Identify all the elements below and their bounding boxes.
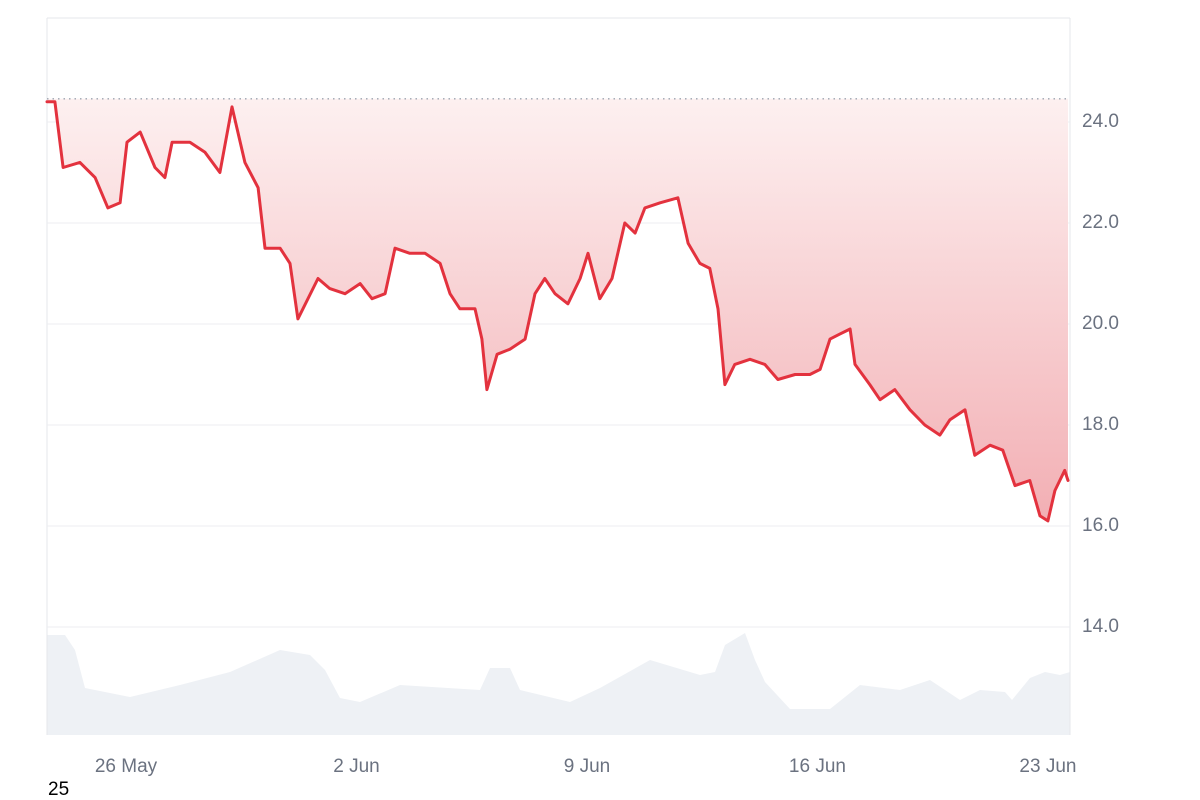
y-tick-label: 14.0: [1082, 616, 1119, 637]
x-tick-label: 16 Jun: [789, 756, 846, 777]
x-tick-label: 23 Jun: [1019, 756, 1076, 777]
y-tick-label: 24.0: [1082, 111, 1119, 132]
y-tick-label: 16.0: [1082, 515, 1119, 536]
x-tick-label: 26 May: [95, 756, 158, 777]
corner-label: 25: [48, 779, 69, 800]
volume-area: [47, 633, 1070, 735]
y-tick-label: 18.0: [1082, 414, 1119, 435]
area-fill: [47, 98, 1069, 521]
x-tick-label: 2 Jun: [333, 756, 379, 777]
y-tick-label: 22.0: [1082, 212, 1119, 233]
y-tick-label: 20.0: [1082, 313, 1119, 334]
x-tick-label: 9 Jun: [564, 756, 610, 777]
price-line: [45, 100, 1070, 523]
